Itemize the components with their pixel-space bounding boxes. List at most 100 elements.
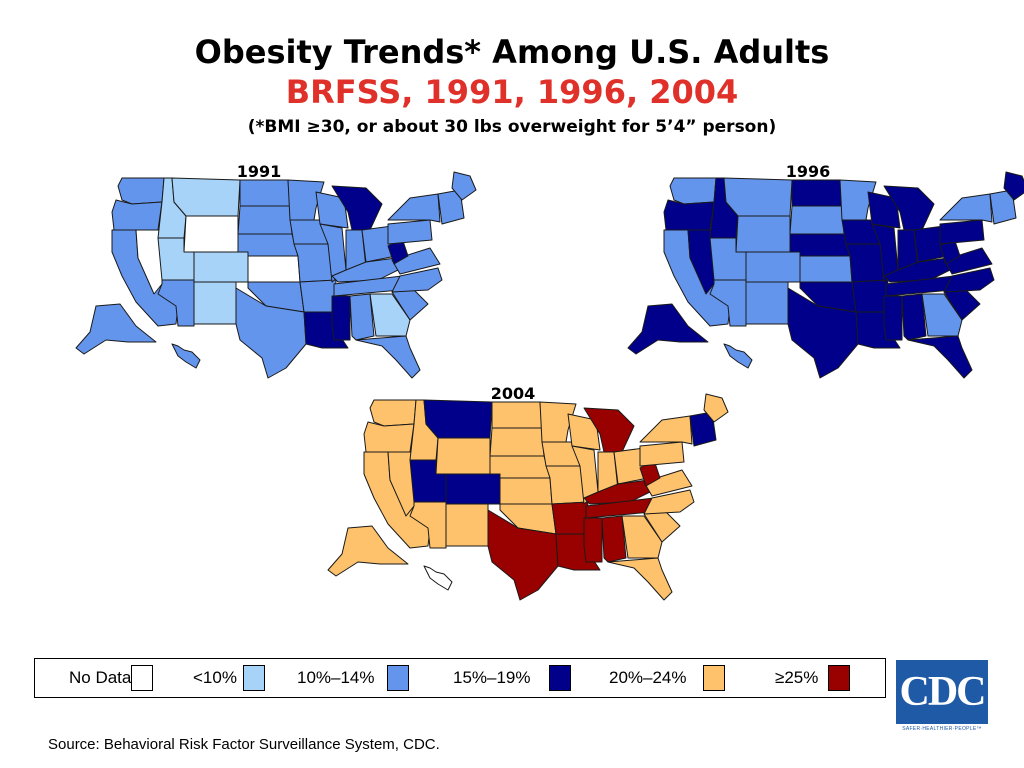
state-nc (943, 267, 995, 293)
map-label-2004: 2004 (490, 384, 536, 403)
state-al (349, 293, 375, 341)
cdc-logo-mark: CDC (896, 660, 988, 724)
state-wa (669, 177, 717, 205)
state-tx (235, 287, 307, 379)
state-hi (423, 565, 453, 591)
legend-swatch (828, 665, 851, 691)
state-co (445, 473, 501, 505)
page-title: Obesity Trends* Among U.S. Adults (194, 33, 830, 71)
state-or (111, 199, 163, 231)
state-nm (193, 281, 237, 325)
state-nm (745, 281, 789, 325)
legend-label: 15%–19% (453, 668, 531, 687)
state-ne-us (689, 411, 717, 447)
state-pa (939, 219, 985, 245)
state-ak (75, 303, 157, 355)
state-wi (567, 413, 601, 451)
map-label-1996: 1996 (785, 162, 831, 181)
state-ak (327, 525, 409, 577)
us-map-1991 (75, 171, 477, 379)
state-pa (639, 441, 685, 467)
legend-item-20-24: 20%–24% (609, 659, 725, 697)
state-va (943, 247, 993, 275)
state-al (901, 293, 927, 341)
state-wi (315, 191, 349, 229)
state-nc (391, 267, 443, 293)
source-note: Source: Behavioral Risk Factor Surveilla… (48, 736, 440, 753)
state-al (601, 515, 627, 563)
state-ms (583, 517, 603, 563)
map-label-1991: 1991 (236, 162, 282, 181)
state-fl (355, 335, 421, 379)
state-co (193, 251, 249, 283)
state-nd (491, 401, 543, 429)
cdc-logo-tagline: SAFER·HEALTHIER·PEOPLE™ (902, 726, 982, 732)
legend: No Data <10% 10%–14% 15%–19% 20%–24% ≥25… (34, 658, 886, 698)
legend-label: <10% (193, 668, 237, 687)
state-tx (787, 287, 859, 379)
state-fl (907, 335, 973, 379)
state-hi (171, 343, 201, 369)
state-mt (171, 177, 241, 217)
state-mn (839, 179, 877, 221)
legend-swatch (702, 665, 725, 691)
state-wa (117, 177, 165, 205)
legend-swatch (131, 665, 154, 691)
legend-swatch (548, 665, 571, 691)
state-ga (921, 293, 963, 337)
state-sd (789, 205, 845, 235)
state-ne-us (437, 189, 465, 225)
state-mn (539, 401, 577, 443)
legend-label: ≥25% (775, 668, 819, 687)
state-wi (867, 191, 901, 229)
legend-swatch (386, 665, 409, 691)
state-me (703, 393, 729, 423)
legend-item-10-14: 10%–14% (297, 659, 409, 697)
legend-item-15-19: 15%–19% (453, 659, 571, 697)
state-tx (487, 509, 559, 601)
state-nm (445, 503, 489, 547)
state-ak (627, 303, 709, 355)
state-pa (387, 219, 433, 245)
state-ms (883, 295, 903, 341)
title-block: Obesity Trends* Among U.S. Adults BRFSS,… (0, 32, 1024, 140)
state-or (363, 421, 415, 453)
legend-swatch (242, 665, 265, 691)
state-or (663, 199, 715, 231)
state-sd (489, 427, 545, 457)
state-ar (851, 279, 889, 313)
state-ks (499, 477, 553, 505)
state-ks (247, 255, 301, 283)
state-ar (299, 279, 337, 313)
title-footnote: (*BMI ≥30, or about 30 lbs overweight fo… (247, 117, 777, 137)
state-mt (723, 177, 793, 217)
cdc-logo-text: CDC (899, 669, 987, 715)
legend-label: No Data (69, 668, 132, 687)
state-va (391, 247, 441, 275)
cdc-logo: CDC SAFER·HEALTHIER·PEOPLE™ (896, 660, 988, 734)
state-ne-us (989, 189, 1017, 225)
state-fl (607, 557, 673, 601)
state-nc (643, 489, 695, 515)
state-ks (799, 255, 853, 283)
state-mn (287, 179, 325, 221)
state-ny (939, 193, 993, 223)
us-map-1996 (627, 171, 1024, 379)
legend-item-lt10: <10% (193, 659, 265, 697)
state-nd (239, 179, 291, 207)
state-nd (791, 179, 843, 207)
state-ny (387, 193, 441, 223)
state-ga (621, 515, 663, 559)
legend-item-no-data: No Data (69, 659, 154, 697)
state-wa (369, 399, 417, 427)
state-mt (423, 399, 493, 439)
page-subtitle: BRFSS, 1991, 1996, 2004 (285, 73, 739, 111)
state-ms (331, 295, 351, 341)
state-wy (735, 215, 791, 253)
legend-label: 20%–24% (609, 668, 687, 687)
state-sd (237, 205, 293, 235)
state-me (451, 171, 477, 201)
state-ar (551, 501, 589, 535)
legend-label: 10%–14% (297, 668, 375, 687)
state-va (643, 469, 693, 497)
